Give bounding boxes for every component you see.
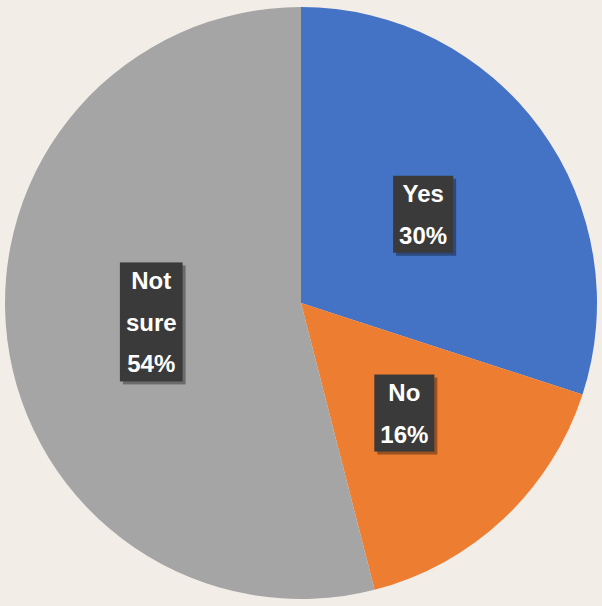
- label-line: No: [388, 379, 420, 406]
- value-label: 30%: [399, 222, 447, 249]
- label-line: sure: [126, 308, 177, 335]
- label-box: [120, 262, 183, 381]
- background: [0, 0, 602, 606]
- value-label: 16%: [380, 421, 428, 448]
- slice: [5, 7, 375, 599]
- data-label: No 16%: [374, 375, 437, 455]
- labels: Yes 30% No 16% Not sure 54%: [120, 176, 456, 455]
- data-label: Not sure 54%: [120, 262, 186, 384]
- slices: [5, 7, 597, 599]
- value-label: 54%: [127, 350, 175, 377]
- category-label: No: [388, 379, 420, 406]
- label-box: [393, 176, 453, 253]
- label-line: Not: [131, 266, 171, 293]
- pie: Yes 30% No 16% Not sure 54%: [5, 7, 597, 599]
- category-label: Not sure: [126, 266, 177, 335]
- data-label: Yes 30%: [393, 176, 456, 256]
- chart: Yes 30% No 16% Not sure 54%: [0, 0, 602, 606]
- label-box: [374, 375, 434, 452]
- label-line: Yes: [402, 180, 443, 207]
- category-label: Yes: [402, 180, 443, 207]
